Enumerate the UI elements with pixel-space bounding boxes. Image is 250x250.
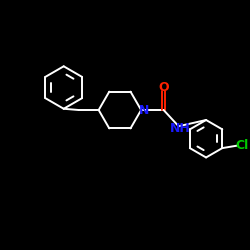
Text: NH: NH bbox=[170, 122, 190, 135]
Text: O: O bbox=[158, 81, 169, 94]
Text: Cl: Cl bbox=[236, 139, 249, 152]
Text: N: N bbox=[138, 104, 149, 117]
